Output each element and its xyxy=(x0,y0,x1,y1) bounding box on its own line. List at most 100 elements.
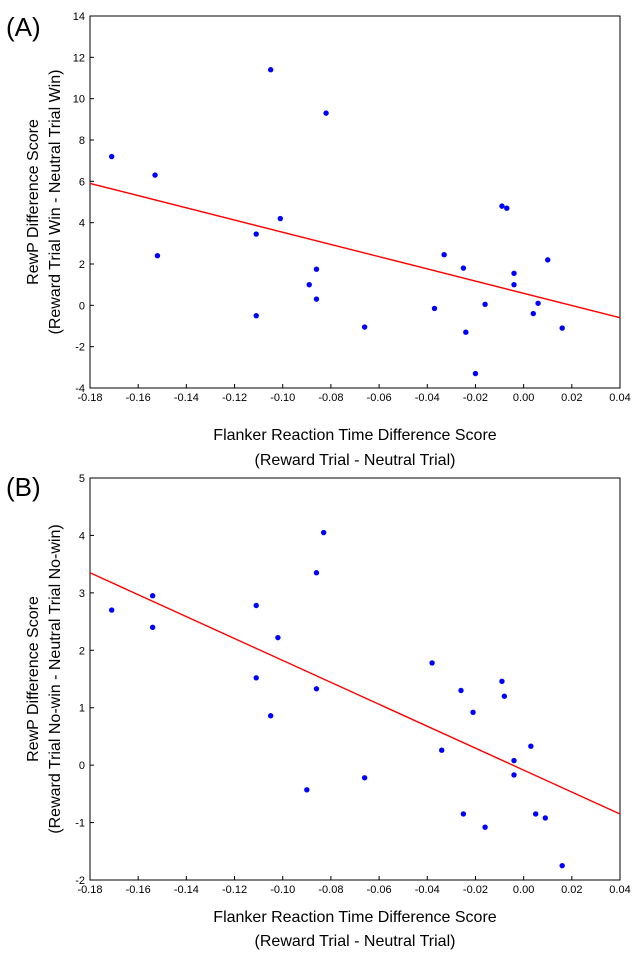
data-point xyxy=(482,301,488,307)
y-axis-title: RewP Difference Score xyxy=(25,596,42,762)
y-tick-label: -1 xyxy=(75,818,85,830)
y-axis-subtitle: (Reward Trial Win - Neutral Trial Win) xyxy=(47,70,64,335)
data-point xyxy=(429,660,435,666)
x-tick-label: -0.08 xyxy=(318,884,343,896)
data-point xyxy=(559,325,565,331)
plot-frame xyxy=(89,15,621,389)
y-axis: -4 -2 0 2 4 6 8 10 12 14 xyxy=(73,11,94,395)
data-point xyxy=(267,713,274,719)
x-tick-label: -0.02 xyxy=(463,392,488,404)
x-axis: -0.18 -0.16 -0.14 -0.12 -0.10 -0.08 -0.06 -0.04… xyxy=(77,384,631,404)
data-point xyxy=(277,215,284,222)
y-tick-label: 6 xyxy=(79,176,85,188)
x-tick-label: -0.10 xyxy=(270,392,295,404)
data-point xyxy=(253,675,259,681)
x-tick-label: 0.00 xyxy=(513,884,534,896)
data-point xyxy=(152,172,158,178)
data-point xyxy=(320,529,327,536)
data-point xyxy=(313,570,320,576)
y-tick-label: -2 xyxy=(75,342,85,354)
x-tick-label: -0.10 xyxy=(270,884,295,896)
y-tick-label: 12 xyxy=(73,52,85,64)
x-tick-label: -0.12 xyxy=(222,884,247,896)
data-point xyxy=(545,257,551,263)
data-point xyxy=(267,67,274,73)
y-axis-subtitle: (Reward Trial No-win - Neutral Trial No-… xyxy=(47,524,64,833)
x-tick-label: -0.04 xyxy=(415,392,440,404)
data-point xyxy=(532,811,539,817)
x-tick-label: -0.18 xyxy=(77,884,102,896)
data-point xyxy=(361,324,368,330)
data-point xyxy=(304,787,310,793)
x-tick-label: -0.06 xyxy=(367,884,392,896)
data-point xyxy=(463,329,469,335)
x-tick-label: -0.06 xyxy=(367,392,392,404)
data-point xyxy=(460,811,467,817)
data-point xyxy=(361,775,368,781)
data-point xyxy=(323,110,329,116)
data-point xyxy=(504,205,510,211)
panel-label: (B) xyxy=(6,472,41,502)
x-axis: -0.18 -0.16 -0.14 -0.12 -0.10 -0.08 -0.06 -0.04… xyxy=(77,876,631,896)
y-tick-label: 8 xyxy=(79,135,85,147)
data-point xyxy=(511,757,517,764)
regression-line xyxy=(89,182,621,319)
data-point xyxy=(470,709,476,716)
data-point xyxy=(108,607,115,613)
x-tick-label: -0.18 xyxy=(77,392,102,404)
x-tick-label: 0.04 xyxy=(609,884,630,896)
data-point xyxy=(441,252,447,258)
x-tick-label: -0.14 xyxy=(174,392,199,404)
data-point xyxy=(482,824,488,830)
x-tick-label: -0.16 xyxy=(126,884,151,896)
data-point xyxy=(472,370,479,377)
y-tick-label: 0 xyxy=(79,300,85,312)
data-point xyxy=(253,312,259,319)
data-point xyxy=(431,305,438,312)
data-point xyxy=(460,265,467,271)
y-tick-label: 5 xyxy=(79,473,85,485)
data-point xyxy=(313,296,320,302)
y-tick-label: 2 xyxy=(79,645,85,657)
x-tick-label: -0.02 xyxy=(463,884,488,896)
y-tick-label: 10 xyxy=(73,94,85,106)
y-tick-label: 4 xyxy=(79,218,85,230)
data-point xyxy=(439,747,445,753)
x-tick-label: -0.12 xyxy=(222,392,247,404)
y-tick-label: 2 xyxy=(79,259,85,271)
data-point xyxy=(306,281,312,288)
y-axis-title: RewP Difference Score xyxy=(25,119,42,285)
data-point xyxy=(313,266,320,272)
data-point xyxy=(154,253,161,259)
x-axis-subtitle: (Reward Trial - Neutral Trial) xyxy=(255,933,456,950)
data-points xyxy=(108,529,565,869)
data-point xyxy=(253,231,259,237)
data-point xyxy=(511,270,517,276)
x-axis-title: Flanker Reaction Time Difference Score xyxy=(213,909,496,926)
panel-b: (B) -0.18 -0.16 -0.14 -0.12 -0.10 -0.08 -0.06-… xyxy=(6,472,631,950)
regression-line xyxy=(89,572,621,815)
x-axis-title: Flanker Reaction Time Difference Score xyxy=(213,427,496,444)
data-point xyxy=(253,602,259,609)
x-tick-label: 0.00 xyxy=(513,392,534,404)
y-axis: -2 -1 0 1 2 3 4 5 xyxy=(75,473,94,887)
y-tick-label: 4 xyxy=(79,530,85,542)
data-point xyxy=(458,687,464,694)
data-point xyxy=(108,153,115,160)
data-point xyxy=(511,281,517,288)
x-tick-label: 0.02 xyxy=(561,392,582,404)
x-tick-label: 0.02 xyxy=(561,884,582,896)
data-point xyxy=(275,634,281,641)
plot-frame xyxy=(89,477,621,881)
data-points xyxy=(108,67,565,377)
panel-label: (A) xyxy=(6,12,41,42)
panel-a: (A) -0.18 -0.16 -0.14 -0.12 -0.10 -0.08 -0.06-… xyxy=(6,11,631,469)
x-tick-label: -0.08 xyxy=(318,392,343,404)
data-point xyxy=(530,310,536,317)
y-tick-label: 0 xyxy=(79,760,85,772)
y-tick-label: -4 xyxy=(75,383,85,395)
data-point xyxy=(313,686,320,692)
data-point xyxy=(535,300,541,306)
data-point xyxy=(149,624,156,631)
